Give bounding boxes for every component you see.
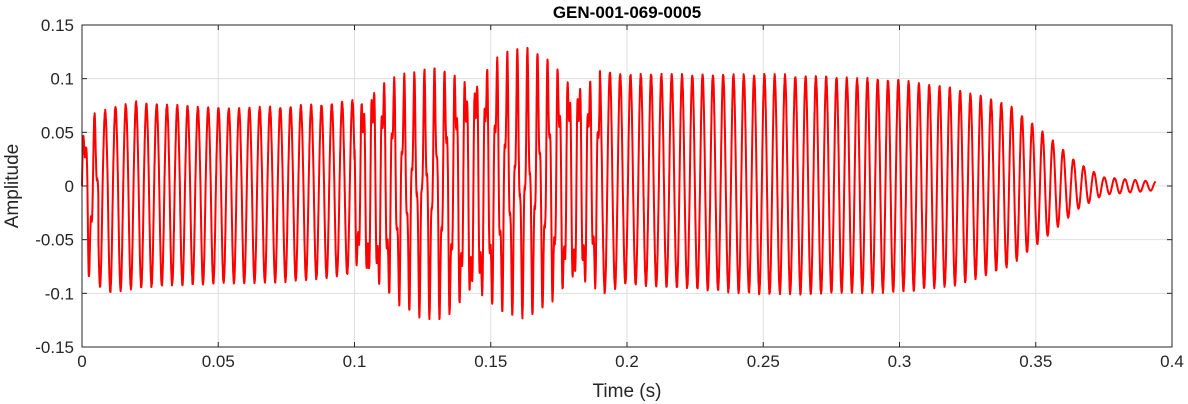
x-tick-label: 0.3 — [888, 352, 912, 371]
y-tick-label: -0.05 — [35, 231, 74, 250]
x-axis-label: Time (s) — [593, 381, 662, 402]
x-tick-label: 0.25 — [747, 352, 780, 371]
y-tick-label: -0.15 — [35, 338, 74, 357]
y-tick-label: 0.15 — [41, 16, 74, 35]
series-line — [81, 46, 1157, 321]
y-tick-label: 0.1 — [50, 70, 74, 89]
x-tick-label: 0.4 — [1160, 352, 1184, 371]
x-tick-label: 0.2 — [615, 352, 639, 371]
y-axis-label: Amplitude — [2, 144, 23, 229]
x-tick-label: 0.15 — [474, 352, 507, 371]
x-tick-label: 0.05 — [202, 352, 235, 371]
y-tick-label: 0 — [65, 177, 74, 196]
chart-title: GEN-001-069-0005 — [553, 3, 701, 22]
x-tick-label: 0.35 — [1019, 352, 1052, 371]
axis-ticks: 0 0.05 0.1 0.15 0.2 0.25 0.3 0.35 0.4 -0.15 -0.1 -0… — [35, 16, 1184, 371]
x-tick-label: 0 — [77, 352, 86, 371]
x-tick-label: 0.1 — [343, 352, 367, 371]
plot-area — [81, 46, 1157, 321]
y-tick-label: -0.1 — [45, 284, 74, 303]
y-tick-label: 0.05 — [41, 123, 74, 142]
